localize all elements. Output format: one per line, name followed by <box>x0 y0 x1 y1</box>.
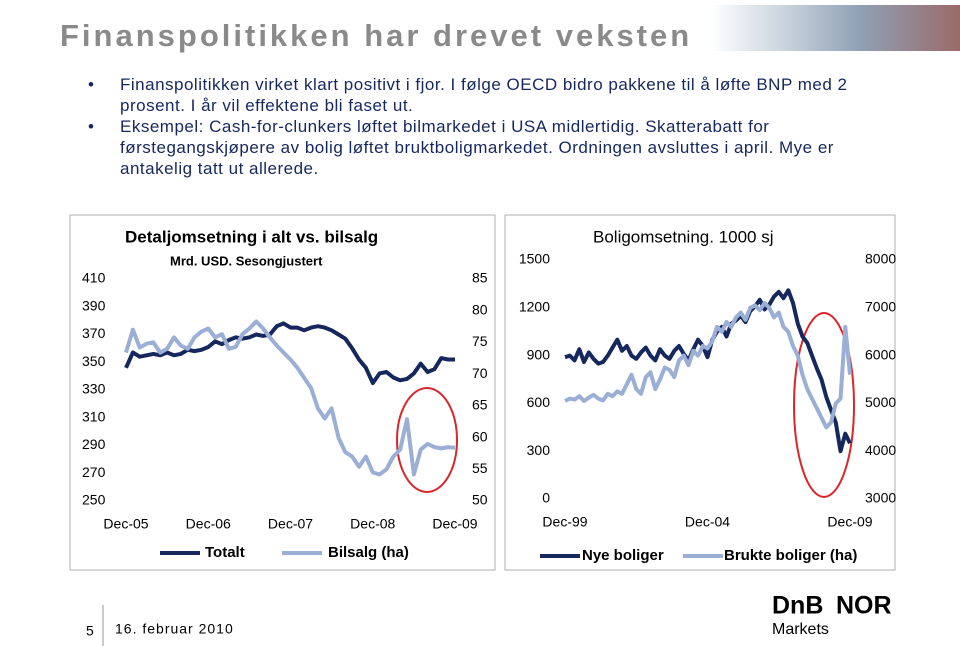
highlight-ellipse <box>793 312 855 498</box>
x-tick-label: Dec-05 <box>103 516 148 532</box>
y-tick-label: 0 <box>542 490 550 506</box>
y-tick-label: 370 <box>82 325 106 341</box>
header-photo <box>710 5 960 51</box>
y-tick-label: 250 <box>82 492 106 508</box>
y2-tick-label: 75 <box>472 333 488 349</box>
y-tick-label: 350 <box>82 353 106 369</box>
series-line <box>564 301 852 430</box>
logo: NOR <box>836 592 892 620</box>
logo: DnB <box>772 592 823 620</box>
y2-tick-label: 5000 <box>865 394 896 410</box>
bullet: Finanspolitikken virket klart positivt i… <box>88 74 898 116</box>
y-tick-label: 1500 <box>519 251 550 267</box>
legend-label: Totalt <box>205 544 245 561</box>
y-tick-label: 410 <box>82 270 106 286</box>
x-tick-label: Dec-08 <box>350 516 395 532</box>
y2-tick-label: 7000 <box>865 299 896 315</box>
y-tick-label: 900 <box>527 346 551 362</box>
y2-tick-label: 55 <box>472 460 488 476</box>
bullet: Eksempel: Cash-for-clunkers løftet bilma… <box>88 116 898 179</box>
x-tick-label: Dec-06 <box>186 516 231 532</box>
y-tick-label: 310 <box>82 408 106 424</box>
y2-tick-label: 6000 <box>865 346 896 362</box>
y-tick-label: 290 <box>82 436 106 452</box>
y2-tick-label: 70 <box>472 365 488 381</box>
legend-label: Brukte boliger (ha) <box>724 547 857 564</box>
chart-subtitle: Mrd. USD. Sesongjustert <box>170 253 323 268</box>
chart-title: Boligomsetning. 1000 sj <box>593 227 774 246</box>
series-line <box>124 321 455 386</box>
chart-title: Detaljomsetning i alt vs. bilsalg <box>125 227 378 246</box>
page-number: 5 <box>86 623 94 639</box>
series-line <box>564 288 852 454</box>
x-tick-label: Dec-09 <box>432 516 477 532</box>
y2-tick-label: 8000 <box>865 251 896 267</box>
y-tick-label: 330 <box>82 381 106 397</box>
y2-tick-label: 65 <box>472 397 488 413</box>
y-tick-label: 270 <box>82 464 106 480</box>
x-tick-label: Dec-99 <box>542 514 587 530</box>
y2-tick-label: 60 <box>472 428 488 444</box>
highlight-ellipse <box>396 387 458 493</box>
y-tick-label: 300 <box>527 442 551 458</box>
y2-tick-label: 3000 <box>865 490 896 506</box>
x-tick-label: Dec-04 <box>685 514 730 530</box>
footer-date: 16. februar 2010 <box>115 621 234 637</box>
legend-label: Bilsalg (ha) <box>328 544 409 561</box>
y2-tick-label: 85 <box>472 270 488 286</box>
y-tick-label: 600 <box>527 394 551 410</box>
y-tick-label: 390 <box>82 297 106 313</box>
x-tick-label: Dec-07 <box>268 516 313 532</box>
bullet-list: Finanspolitikken virket klart positivt i… <box>88 74 898 179</box>
y2-tick-label: 4000 <box>865 442 896 458</box>
legend-label: Nye boliger <box>582 547 664 564</box>
y2-tick-label: 80 <box>472 301 488 317</box>
chart-frame <box>69 214 496 571</box>
y-tick-label: 1200 <box>519 299 550 315</box>
y2-tick-label: 50 <box>472 492 488 508</box>
series-line <box>124 319 456 477</box>
logo-sub: Markets <box>772 621 829 638</box>
slide-title: Finanspolitikken har drevet veksten <box>60 18 693 53</box>
chart-frame <box>504 214 896 571</box>
x-tick-label: Dec-09 <box>827 514 872 530</box>
